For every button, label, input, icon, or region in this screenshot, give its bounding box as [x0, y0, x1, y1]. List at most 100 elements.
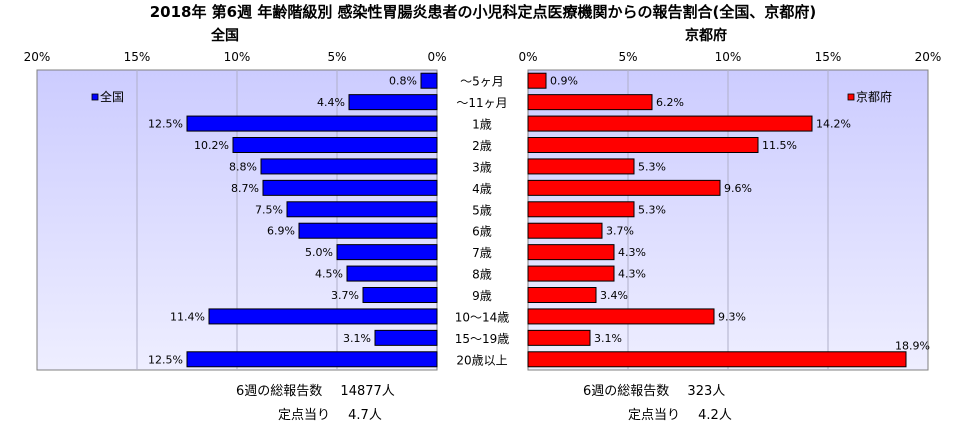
right-bar — [527, 201, 635, 218]
left-tick-label: 15% — [124, 50, 151, 64]
right-data-label: 5.3% — [638, 160, 666, 173]
left-tick-label: 0% — [427, 50, 446, 64]
right-data-label: 18.9% — [895, 339, 930, 352]
left-bar — [374, 329, 438, 346]
left-bar — [298, 222, 438, 239]
right-tick-label: 10% — [715, 50, 742, 64]
right-tick-label: 0% — [518, 50, 537, 64]
right-bar — [527, 222, 603, 239]
left-data-label: 10.2% — [194, 139, 229, 152]
left-data-label: 12.5% — [148, 118, 183, 131]
left-data-label: 7.5% — [255, 203, 283, 216]
right-bar — [527, 265, 615, 282]
left-bar — [232, 137, 438, 153]
left-bar — [260, 158, 438, 175]
left-data-label: 6.9% — [267, 225, 295, 238]
right-bar — [527, 244, 615, 261]
left-data-label: 12.5% — [148, 353, 183, 366]
category-label: 2歳 — [472, 139, 492, 153]
left-bar — [420, 72, 438, 89]
category-label: 8歳 — [472, 268, 492, 282]
right-tick-label: 20% — [915, 50, 942, 64]
category-label: 4歳 — [472, 182, 492, 196]
left-bar — [362, 287, 438, 303]
left-bar — [186, 115, 438, 132]
right-legend-label: 京都府 — [856, 89, 892, 104]
right-bar — [527, 351, 907, 368]
left-bar — [348, 94, 438, 111]
left-legend-swatch — [91, 93, 99, 101]
right-data-label: 6.2% — [656, 96, 684, 109]
right-data-label: 9.3% — [718, 310, 746, 323]
left-legend-label: 全国 — [100, 89, 124, 104]
left-data-label: 8.8% — [229, 160, 257, 173]
left-data-label: 8.7% — [231, 182, 259, 195]
right-tick-label: 5% — [618, 50, 637, 64]
right-data-label: 3.1% — [594, 332, 622, 345]
kyoto-total: 6週の総報告数 323人 — [583, 380, 725, 399]
category-label: 9歳 — [472, 289, 492, 303]
right-panel-title: 京都府 — [685, 27, 727, 44]
right-legend-swatch — [847, 93, 855, 101]
right-bar — [527, 287, 597, 303]
right-data-label: 0.9% — [550, 75, 578, 88]
left-bar — [286, 201, 438, 218]
right-tick-label: 15% — [815, 50, 842, 64]
category-label: 20歳以上 — [456, 353, 507, 367]
left-data-label: 11.4% — [170, 310, 205, 323]
left-bar — [346, 265, 438, 282]
national-total-value: 14877人 — [340, 384, 395, 399]
category-label: ～11ヶ月 — [456, 96, 507, 110]
right-data-label: 4.3% — [618, 246, 646, 259]
national-per-point: 定点当り 4.7人 — [278, 404, 382, 423]
left-data-label: 5.0% — [305, 246, 333, 259]
right-bar — [527, 158, 635, 175]
category-label: ～5ヶ月 — [460, 75, 504, 89]
category-label: 10～14歳 — [455, 310, 510, 324]
right-bar — [527, 115, 813, 132]
right-data-label: 3.7% — [606, 225, 634, 238]
national-per-value: 4.7人 — [348, 408, 382, 423]
left-tick-label: 5% — [327, 50, 346, 64]
kyoto-per-value: 4.2人 — [698, 408, 732, 423]
right-bar — [527, 72, 547, 89]
right-data-label: 4.3% — [618, 268, 646, 281]
left-data-label: 4.4% — [317, 96, 345, 109]
left-tick-label: 20% — [24, 50, 51, 64]
right-data-label: 14.2% — [816, 118, 851, 131]
kyoto-total-label: 6週の総報告数 — [583, 384, 670, 399]
left-data-label: 3.7% — [331, 289, 359, 302]
left-data-label: 4.5% — [315, 268, 343, 281]
right-data-label: 5.3% — [638, 203, 666, 216]
category-label: 5歳 — [472, 203, 492, 217]
right-bar — [527, 308, 715, 325]
left-bar — [186, 351, 438, 368]
category-label: 3歳 — [472, 160, 492, 174]
national-total: 6週の総報告数 14877人 — [236, 380, 395, 399]
right-data-label: 3.4% — [600, 289, 628, 302]
right-data-label: 11.5% — [762, 139, 797, 152]
right-bar — [527, 137, 759, 153]
right-bar — [527, 94, 653, 111]
right-bar — [527, 179, 721, 196]
category-label: 15～19歳 — [455, 332, 510, 346]
right-bar — [527, 329, 591, 346]
national-per-label: 定点当り — [278, 408, 331, 423]
category-label: 7歳 — [472, 246, 492, 260]
kyoto-per-label: 定点当り — [628, 408, 681, 423]
kyoto-per-point: 定点当り 4.2人 — [628, 404, 732, 423]
left-bar — [262, 179, 438, 196]
left-data-label: 3.1% — [343, 332, 371, 345]
left-tick-label: 10% — [224, 50, 251, 64]
chart-title: 2018年 第6週 年齢階級別 感染性胃腸炎患者の小児科定点医療機関からの報告割… — [150, 3, 817, 21]
category-label: 1歳 — [472, 118, 492, 132]
right-data-label: 9.6% — [724, 182, 752, 195]
category-label: 6歳 — [472, 225, 492, 239]
left-panel-title: 全国 — [210, 27, 239, 44]
left-bar — [208, 308, 438, 325]
kyoto-total-value: 323人 — [687, 384, 726, 399]
left-bar — [336, 244, 438, 261]
national-total-label: 6週の総報告数 — [236, 384, 323, 399]
left-data-label: 0.8% — [389, 75, 417, 88]
